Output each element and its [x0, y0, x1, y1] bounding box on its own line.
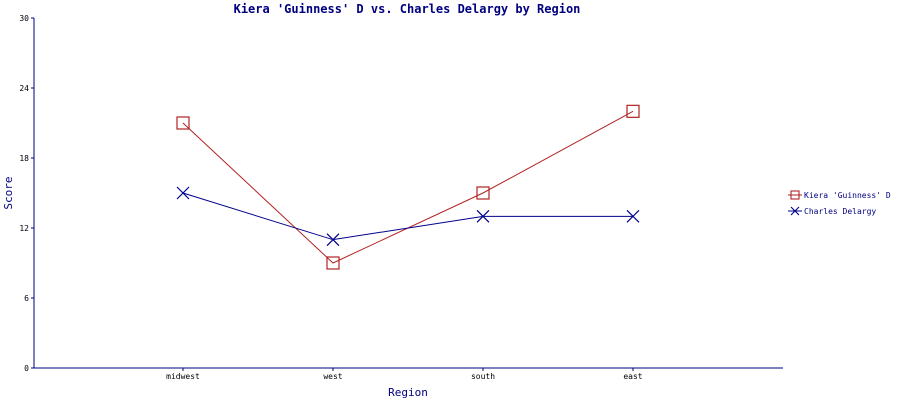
legend-item: Kiera 'Guinness' D: [788, 190, 891, 200]
y-tick-label: 6: [24, 294, 29, 303]
legend-marker: [790, 206, 800, 216]
series-0: [176, 104, 640, 270]
data-point: [626, 104, 640, 118]
x-tick-label: east: [623, 372, 642, 381]
y-tick-label: 12: [19, 224, 29, 233]
chart-title: Kiera 'Guinness' D vs. Charles Delargy b…: [234, 2, 581, 16]
series-line: [182, 192, 633, 241]
y-tick-label: 24: [19, 84, 29, 93]
series-layer: [176, 104, 640, 270]
y-ticks: 0 6 12 18 24 30: [19, 14, 34, 373]
legend: Kiera 'Guinness' D Charles Delargy: [788, 190, 891, 216]
data-point: [176, 116, 190, 130]
legend-item: Charles Delargy: [788, 206, 876, 216]
y-tick-label: 30: [19, 14, 29, 23]
x-ticks: midwest west south east: [166, 368, 643, 381]
series-line: [182, 110, 634, 264]
data-point: [176, 186, 190, 200]
series-1: [176, 186, 640, 247]
legend-marker: [790, 190, 800, 200]
data-point: [326, 233, 340, 247]
chart-axes: [33, 18, 783, 369]
legend-label: Kiera 'Guinness' D: [804, 191, 891, 200]
data-point: [326, 256, 340, 270]
legend-label: Charles Delargy: [804, 207, 876, 216]
x-tick-label: midwest: [166, 372, 200, 381]
data-point: [476, 209, 490, 223]
y-tick-label: 0: [24, 364, 29, 373]
y-tick-label: 18: [19, 154, 29, 163]
y-axis-title: Score: [2, 176, 15, 209]
x-tick-label: west: [323, 372, 342, 381]
data-point: [476, 186, 490, 200]
data-point: [626, 209, 640, 223]
x-axis-title: Region: [388, 386, 428, 399]
x-tick-label: south: [471, 372, 495, 381]
